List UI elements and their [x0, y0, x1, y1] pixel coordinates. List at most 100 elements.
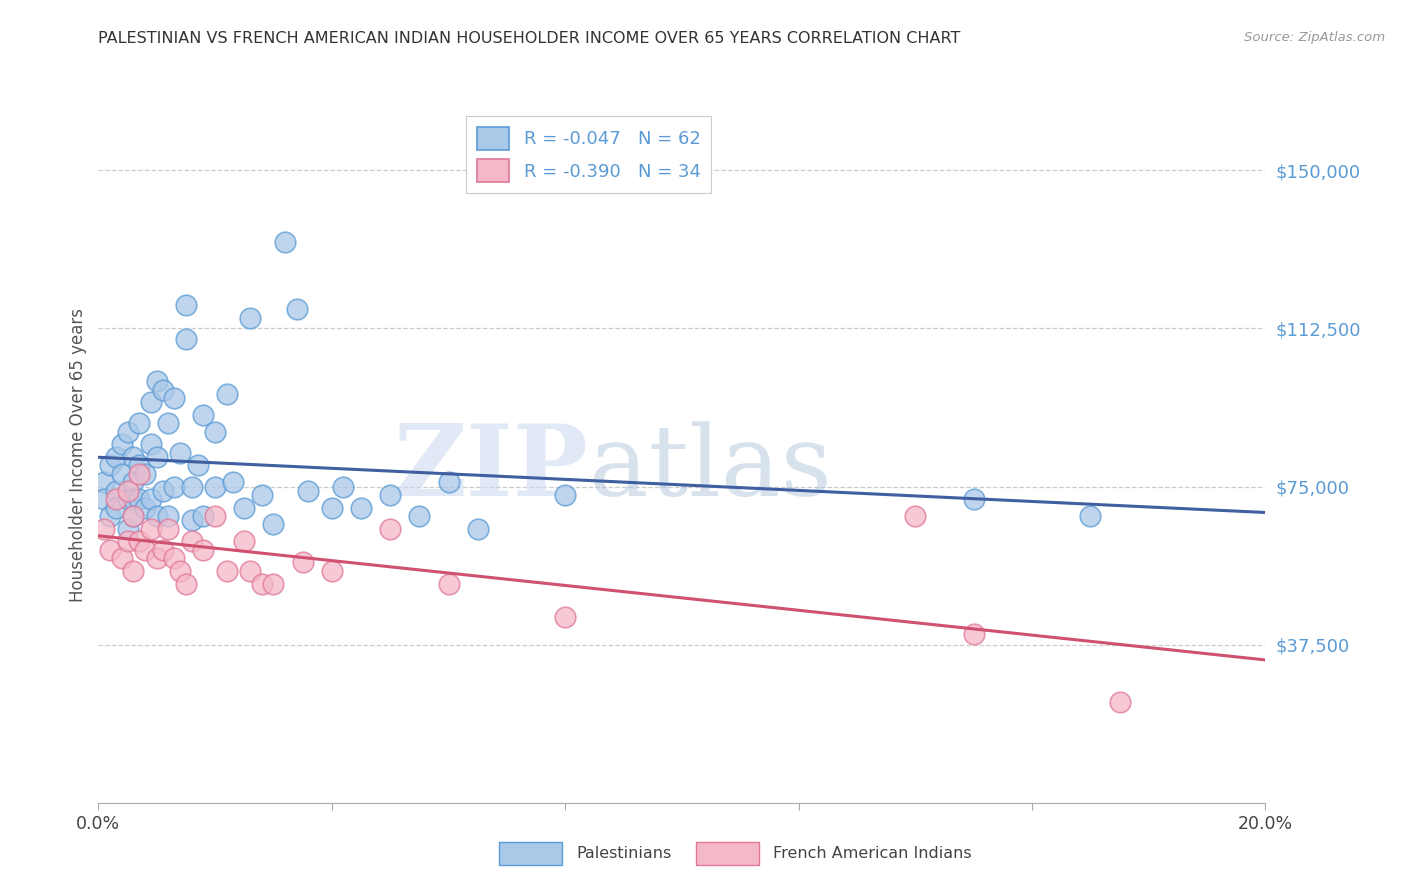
Point — [169, 446, 191, 460]
Point — [111, 551, 134, 566]
Point — [378, 488, 402, 502]
Text: atlas: atlas — [589, 421, 831, 516]
Point — [262, 517, 284, 532]
Point — [437, 576, 460, 591]
Point — [233, 500, 256, 515]
Point — [193, 408, 215, 422]
Point — [128, 492, 150, 507]
Point — [139, 492, 162, 507]
Point — [134, 500, 156, 515]
Point — [146, 509, 169, 524]
Point — [321, 564, 343, 578]
Point — [104, 500, 127, 515]
Point — [117, 534, 139, 549]
Point — [962, 492, 984, 507]
Point — [174, 298, 197, 312]
Text: ZIP: ZIP — [394, 420, 589, 517]
Point — [152, 483, 174, 498]
Point — [139, 395, 162, 409]
Point — [146, 374, 169, 388]
Point — [122, 450, 145, 464]
Point — [467, 522, 489, 536]
Point — [157, 522, 180, 536]
Point — [117, 522, 139, 536]
Point — [239, 564, 262, 578]
Point — [139, 437, 162, 451]
Point — [408, 509, 430, 524]
Point — [250, 576, 273, 591]
Point — [128, 534, 150, 549]
Point — [146, 450, 169, 464]
Point — [117, 492, 139, 507]
Point — [157, 417, 180, 431]
Point — [104, 483, 127, 498]
Point — [117, 425, 139, 439]
Point — [350, 500, 373, 515]
Point — [193, 509, 215, 524]
Point — [139, 522, 162, 536]
Point — [215, 564, 238, 578]
Point — [962, 627, 984, 641]
Point — [163, 479, 186, 493]
Y-axis label: Householder Income Over 65 years: Householder Income Over 65 years — [69, 308, 87, 602]
Point — [169, 564, 191, 578]
Point — [554, 610, 576, 624]
Point — [180, 534, 202, 549]
Point — [1080, 509, 1102, 524]
Point — [163, 551, 186, 566]
Point — [437, 475, 460, 490]
Point — [104, 492, 127, 507]
Point — [193, 542, 215, 557]
Point — [378, 522, 402, 536]
Point — [98, 542, 121, 557]
Point — [1108, 695, 1130, 709]
Point — [204, 509, 226, 524]
Point — [321, 500, 343, 515]
Point — [152, 383, 174, 397]
Point — [204, 425, 226, 439]
Point — [98, 458, 121, 473]
Point — [134, 467, 156, 481]
Point — [239, 310, 262, 325]
Point — [128, 417, 150, 431]
Point — [904, 509, 927, 524]
Point — [122, 492, 145, 507]
Point — [221, 475, 243, 490]
Text: Source: ZipAtlas.com: Source: ZipAtlas.com — [1244, 31, 1385, 45]
Point — [134, 542, 156, 557]
Point — [93, 522, 115, 536]
Point — [174, 576, 197, 591]
Point — [297, 483, 319, 498]
Point — [204, 479, 226, 493]
Point — [117, 483, 139, 498]
Text: French American Indians: French American Indians — [773, 847, 972, 861]
Point — [163, 391, 186, 405]
Point — [122, 509, 145, 524]
Point — [174, 332, 197, 346]
Point — [291, 556, 314, 570]
Point — [285, 302, 308, 317]
Point — [180, 479, 202, 493]
Point — [111, 437, 134, 451]
Text: PALESTINIAN VS FRENCH AMERICAN INDIAN HOUSEHOLDER INCOME OVER 65 YEARS CORRELATI: PALESTINIAN VS FRENCH AMERICAN INDIAN HO… — [98, 31, 960, 46]
Point — [128, 458, 150, 473]
Point — [98, 509, 121, 524]
Legend: R = -0.047   N = 62, R = -0.390   N = 34: R = -0.047 N = 62, R = -0.390 N = 34 — [465, 116, 711, 194]
Point — [233, 534, 256, 549]
Point — [554, 488, 576, 502]
Point — [111, 467, 134, 481]
Point — [187, 458, 209, 473]
Point — [262, 576, 284, 591]
Point — [104, 450, 127, 464]
Point — [93, 475, 115, 490]
Point — [332, 479, 354, 493]
Point — [122, 509, 145, 524]
Point — [93, 492, 115, 507]
Point — [274, 235, 297, 249]
Point — [250, 488, 273, 502]
Point — [122, 475, 145, 490]
Point — [146, 551, 169, 566]
Point — [128, 467, 150, 481]
Point — [122, 564, 145, 578]
Point — [157, 509, 180, 524]
